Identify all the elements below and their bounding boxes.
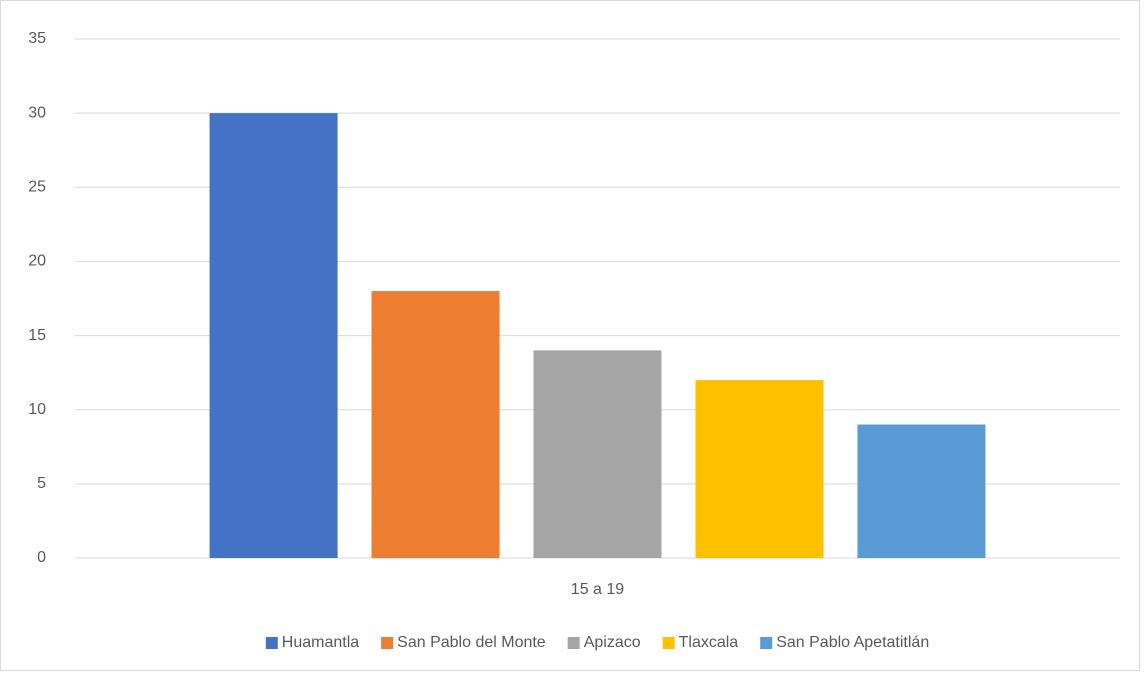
y-tick-label: 0 [37,549,46,566]
legend-label: Tlaxcala [679,634,739,651]
legend-swatch [567,637,580,649]
legend-swatch [265,637,278,649]
x-tick-label: 15 a 19 [571,581,624,598]
y-tick-label: 30 [28,104,46,121]
bar [371,291,500,558]
legend-swatch [760,637,773,649]
legend-label: San Pablo Apetatitlán [776,634,929,651]
y-tick-label: 20 [28,253,46,270]
legend-label: Apizaco [584,634,641,651]
y-tick-label: 25 [28,179,46,196]
y-tick-label: 15 [28,327,46,344]
y-tick-label: 35 [28,30,46,47]
y-tick-label: 5 [37,475,46,492]
bar [533,350,662,558]
bar [209,113,338,559]
legend-label: Huamantla [282,634,359,651]
legend-swatch [381,637,394,649]
bar [857,424,986,558]
legend-label: San Pablo del Monte [397,634,546,651]
legend-swatch [662,637,675,649]
y-tick-label: 10 [28,401,46,418]
bar [695,380,824,558]
